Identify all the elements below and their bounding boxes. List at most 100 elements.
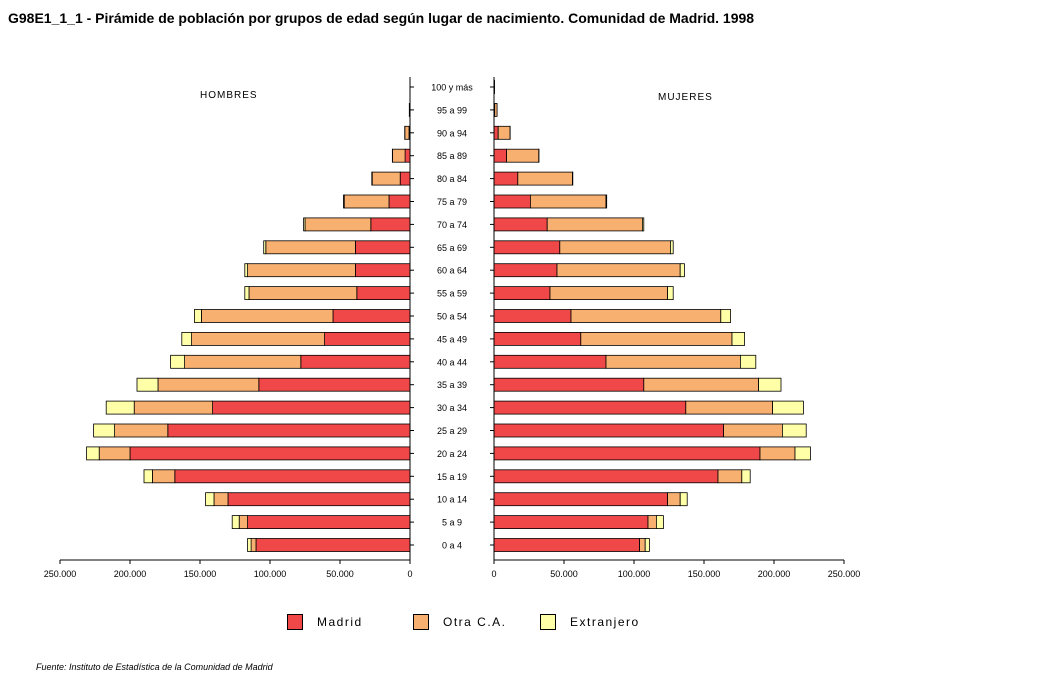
bar-hombres-3-Madrid xyxy=(174,469,411,484)
bar-mujeres-15-Madrid xyxy=(493,194,531,209)
age-label-7: 35 a 39 xyxy=(437,380,467,390)
bar-mujeres-2-Madrid xyxy=(493,492,669,507)
age-label-4: 20 a 24 xyxy=(437,449,467,459)
bar-hombres-10-Otra C.A. xyxy=(200,309,334,323)
bar-hombres-1-Madrid xyxy=(247,515,411,529)
bar-hombres-6-Otra C.A. xyxy=(133,400,213,415)
bar-hombres-12-Extranjero xyxy=(244,263,249,278)
bar-hombres-0-Madrid xyxy=(255,538,411,552)
bar-mujeres-15-Extranjero xyxy=(605,194,608,209)
bar-hombres-13-Otra C.A. xyxy=(265,240,356,255)
bar-mujeres-4-Madrid xyxy=(493,446,761,461)
age-label-3: 15 a 19 xyxy=(437,472,467,482)
bar-hombres-7-Extranjero xyxy=(136,377,159,392)
bar-hombres-2-Extranjero xyxy=(205,492,215,507)
age-label-14: 70 a 74 xyxy=(437,220,467,230)
age-label-15: 75 a 79 xyxy=(437,197,467,207)
bar-hombres-3-Otra C.A. xyxy=(151,469,176,484)
bar-mujeres-17-Otra C.A. xyxy=(506,148,540,163)
bar-mujeres-5-Extranjero xyxy=(782,423,807,438)
bar-hombres-17-Otra C.A. xyxy=(392,148,406,163)
bar-mujeres-14-Madrid xyxy=(493,217,548,232)
left-tick-label-5: 0 xyxy=(407,569,412,579)
left-tick-label-2: 150.000 xyxy=(184,569,217,579)
bar-hombres-13-Extranjero xyxy=(263,240,267,255)
age-label-12: 60 a 64 xyxy=(437,266,467,276)
bar-mujeres-10-Otra C.A. xyxy=(570,309,722,323)
bar-mujeres-16-Otra C.A. xyxy=(517,171,573,186)
mujeres-label: MUJERES xyxy=(658,92,713,103)
age-label-8: 40 a 44 xyxy=(437,357,467,367)
bar-mujeres-4-Extranjero xyxy=(794,446,811,461)
age-label-16: 80 a 84 xyxy=(437,174,467,184)
legend-swatch-extranjero xyxy=(540,614,556,630)
bar-mujeres-6-Extranjero xyxy=(772,400,804,415)
bar-mujeres-11-Extranjero xyxy=(667,286,674,301)
bar-hombres-17-Madrid xyxy=(404,148,411,163)
bar-mujeres-0-Extranjero xyxy=(644,538,650,552)
bar-mujeres-3-Madrid xyxy=(493,469,719,484)
right-tick-label-5: 250.000 xyxy=(828,569,861,579)
bar-hombres-12-Madrid xyxy=(354,263,411,278)
bar-mujeres-12-Madrid xyxy=(493,263,558,278)
bar-hombres-6-Madrid xyxy=(212,400,411,415)
bar-mujeres-11-Madrid xyxy=(493,286,551,301)
right-tick-label-4: 200.000 xyxy=(758,569,791,579)
bar-hombres-8-Extranjero xyxy=(170,354,186,369)
bar-hombres-10-Madrid xyxy=(332,309,411,323)
bar-hombres-2-Madrid xyxy=(227,492,411,507)
bar-mujeres-7-Madrid xyxy=(493,377,645,392)
bar-mujeres-10-Extranjero xyxy=(720,309,731,323)
legend-swatch-otra-ca xyxy=(413,614,429,630)
legend-label-extranjero: Extranjero xyxy=(570,615,640,629)
age-label-19: 95 a 99 xyxy=(437,105,467,115)
hombres-label: HOMBRES xyxy=(200,90,258,101)
legend-item-extranjero: Extranjero xyxy=(540,612,640,632)
right-tick-label-0: 0 xyxy=(491,569,496,579)
bar-mujeres-10-Madrid xyxy=(493,309,572,323)
right-tick-label-3: 150.000 xyxy=(688,569,721,579)
bar-hombres-10-Extranjero xyxy=(193,309,202,323)
bar-hombres-8-Madrid xyxy=(300,354,411,369)
bar-mujeres-9-Madrid xyxy=(493,331,582,346)
bar-hombres-16-Otra C.A. xyxy=(371,171,401,186)
left-tick-label-0: 250.000 xyxy=(44,569,77,579)
bar-hombres-15-Madrid xyxy=(388,194,411,209)
bar-mujeres-16-Madrid xyxy=(493,171,519,186)
age-label-18: 90 a 94 xyxy=(437,128,467,138)
legend-swatch-madrid xyxy=(287,614,303,630)
bar-mujeres-1-Madrid xyxy=(493,515,649,529)
bar-mujeres-18-Madrid xyxy=(493,125,499,140)
bar-mujeres-7-Extranjero xyxy=(758,377,782,392)
bar-mujeres-0-Otra C.A. xyxy=(639,538,646,552)
bar-hombres-11-Extranjero xyxy=(244,286,250,301)
bar-hombres-6-Extranjero xyxy=(105,400,135,415)
bar-mujeres-19-Otra C.A. xyxy=(494,103,498,117)
bar-hombres-0-Otra C.A. xyxy=(250,538,257,552)
bar-hombres-3-Extranjero xyxy=(143,469,153,484)
left-tick-label-3: 100.000 xyxy=(254,569,287,579)
bar-mujeres-5-Otra C.A. xyxy=(723,423,783,438)
bar-mujeres-0-Madrid xyxy=(493,538,641,552)
bar-hombres-15-Extranjero xyxy=(343,194,345,209)
bar-hombres-7-Madrid xyxy=(258,377,411,392)
bar-hombres-4-Otra C.A. xyxy=(98,446,131,461)
bar-hombres-9-Madrid xyxy=(324,331,411,346)
left-tick-label-4: 50.000 xyxy=(326,569,354,579)
bar-mujeres-9-Otra C.A. xyxy=(580,331,733,346)
bar-hombres-9-Extranjero xyxy=(181,331,193,346)
source-note: Fuente: Instituto de Estadística de la C… xyxy=(36,662,273,672)
bar-mujeres-14-Otra C.A. xyxy=(546,217,643,232)
bar-hombres-8-Otra C.A. xyxy=(184,354,302,369)
legend-item-madrid: Madrid xyxy=(287,612,363,632)
bar-hombres-0-Extranjero xyxy=(247,538,252,552)
bar-mujeres-18-Otra C.A. xyxy=(497,125,511,140)
bar-hombres-16-Madrid xyxy=(399,171,411,186)
age-label-17: 85 a 89 xyxy=(437,151,467,161)
age-label-9: 45 a 49 xyxy=(437,334,467,344)
bar-hombres-11-Madrid xyxy=(356,286,411,301)
left-tick-label-1: 200.000 xyxy=(114,569,147,579)
bar-hombres-5-Otra C.A. xyxy=(114,423,169,438)
bar-mujeres-9-Extranjero xyxy=(731,331,746,346)
bar-mujeres-13-Otra C.A. xyxy=(559,240,671,255)
